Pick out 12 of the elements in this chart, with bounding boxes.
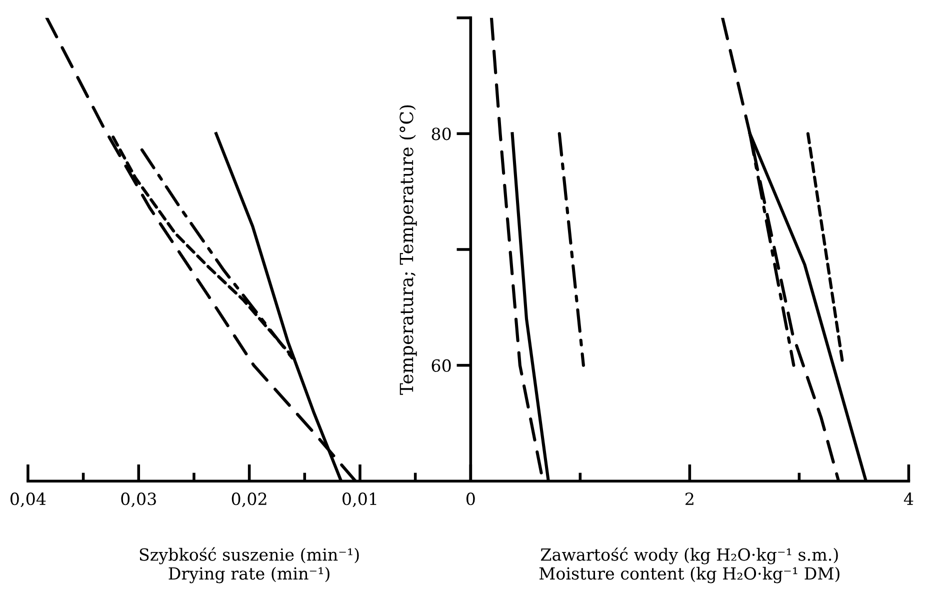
y-axis-title: Temperatura; Temperature (°C) <box>399 105 417 395</box>
x-axis-title: Zawartość wody (kg H₂O·kg⁻¹ s.m.) Moisture content (kg H₂O·kg⁻¹ DM) <box>539 547 840 584</box>
x-axis-title: Szybkość suszenie (min⁻¹) Drying rate (min⁻¹) <box>140 547 359 584</box>
x-tick-label: 4 <box>904 492 914 505</box>
y-tick-label: 80 <box>432 128 451 140</box>
x-tick-label: 0,01 <box>342 492 376 508</box>
x-tick-label: 2 <box>686 492 694 505</box>
x-tick-label: 0,03 <box>121 492 156 508</box>
y-tick-label: 60 <box>432 359 451 372</box>
x-tick-label: 0,04 <box>10 492 46 508</box>
x-tick-label: 0 <box>466 492 475 506</box>
x-tick-label: 0,02 <box>232 492 266 508</box>
